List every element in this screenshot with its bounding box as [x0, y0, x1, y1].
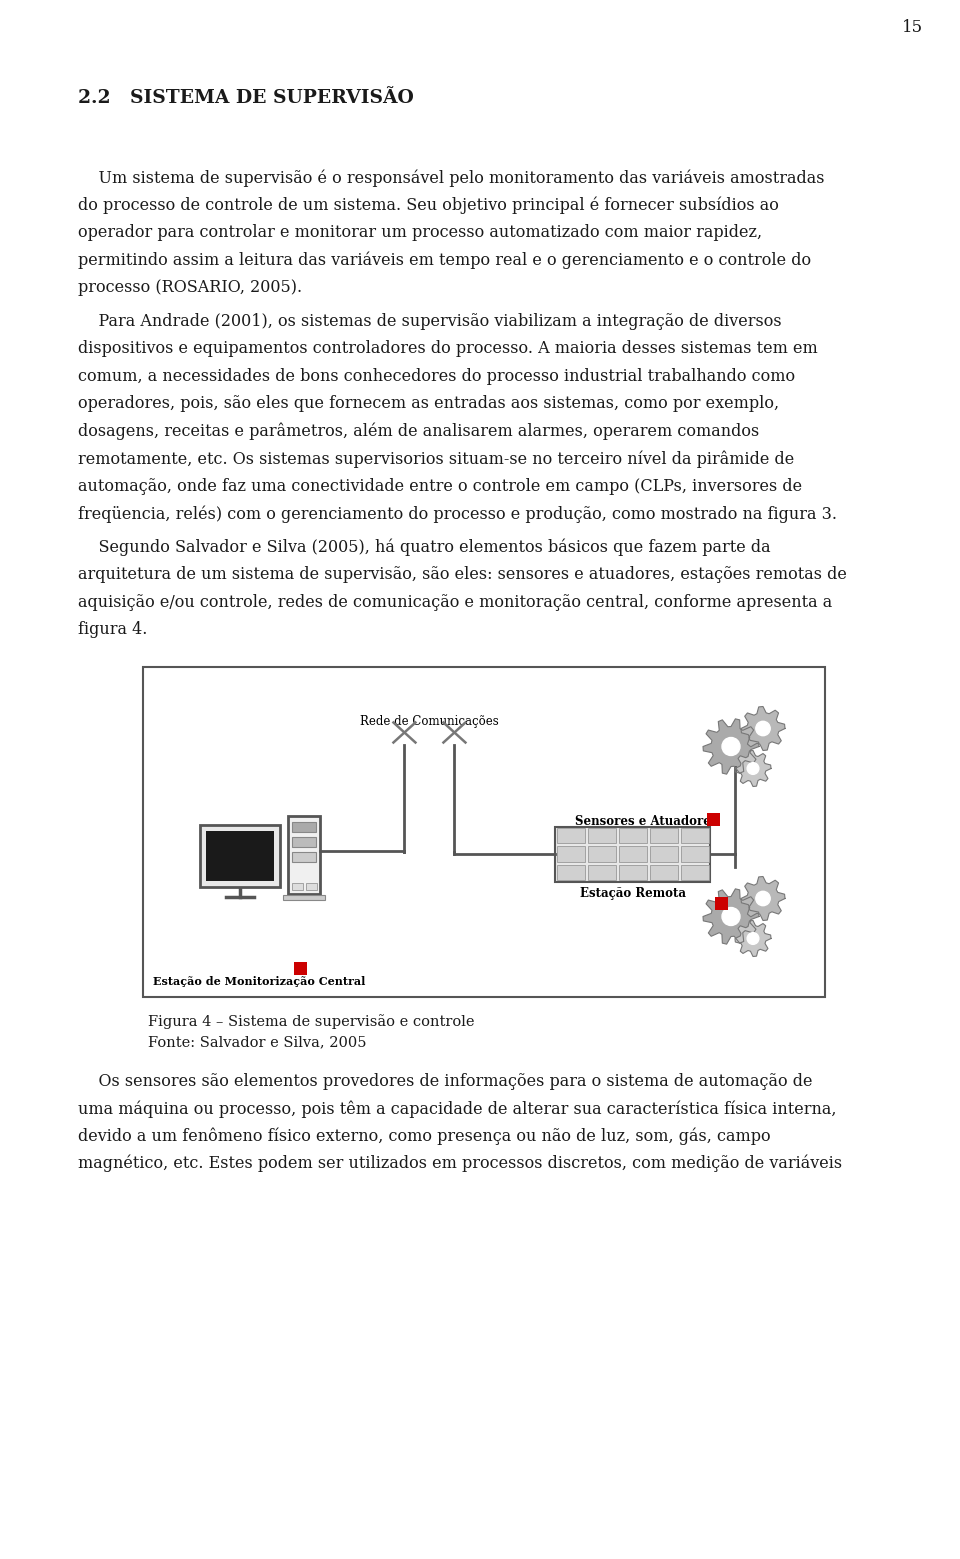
Bar [292, 851, 316, 862]
Bar [650, 847, 678, 862]
Text: devido a um fenômeno físico externo, como presença ou não de luz, som, gás, camp: devido a um fenômeno físico externo, com… [78, 1127, 771, 1144]
Bar [306, 882, 317, 890]
Text: Os sensores são elementos provedores de informações para o sistema de automação : Os sensores são elementos provedores de … [78, 1073, 812, 1090]
Circle shape [722, 907, 740, 926]
Bar [588, 828, 615, 843]
Bar [588, 847, 615, 862]
Text: aquisição e/ou controle, redes de comunicação e monitoração central, conforme ap: aquisição e/ou controle, redes de comuni… [78, 594, 832, 611]
Bar [292, 882, 303, 890]
Text: operadores, pois, são eles que fornecem as entradas aos sistemas, como por exemp: operadores, pois, são eles que fornecem … [78, 394, 780, 412]
Text: freqüencia, relés) com o gerenciamento do processo e produção, como mostrado na : freqüencia, relés) com o gerenciamento d… [78, 505, 837, 522]
Polygon shape [735, 750, 771, 786]
Bar [650, 828, 678, 843]
Text: dispositivos e equipamentos controladores do processo. A maioria desses sistemas: dispositivos e equipamentos controladore… [78, 340, 818, 357]
Text: comum, a necessidades de bons conhecedores do processo industrial trabalhando co: comum, a necessidades de bons conhecedor… [78, 368, 795, 385]
Text: arquitetura de um sistema de supervisão, são eles: sensores e atuadores, estaçõe: arquitetura de um sistema de supervisão,… [78, 566, 847, 583]
Text: Para Andrade (2001), os sistemas de supervisão viabilizam a integração de divers: Para Andrade (2001), os sistemas de supe… [78, 312, 781, 329]
Circle shape [756, 722, 770, 736]
Circle shape [747, 932, 758, 945]
Text: remotamente, etc. Os sistemas supervisorios situam-se no terceiro nível da pirâm: remotamente, etc. Os sistemas supervisor… [78, 451, 794, 468]
Bar [143, 667, 825, 996]
Text: permitindo assim a leitura das variáveis em tempo real e o gerenciamento e o con: permitindo assim a leitura das variáveis… [78, 251, 811, 270]
Text: magnético, etc. Estes podem ser utilizados em processos discretos, com medição d: magnético, etc. Estes podem ser utilizad… [78, 1155, 842, 1172]
Text: 2.2   SISTEMA DE SUPERVISÃO: 2.2 SISTEMA DE SUPERVISÃO [78, 89, 414, 108]
Bar [618, 865, 646, 879]
Text: Segundo Salvador e Silva (2005), há quatro elementos básicos que fazem parte da: Segundo Salvador e Silva (2005), há quat… [78, 538, 771, 557]
Bar [618, 828, 646, 843]
Bar [707, 812, 720, 826]
Text: Figura 4 – Sistema de supervisão e controle: Figura 4 – Sistema de supervisão e contr… [148, 1015, 474, 1029]
Bar [588, 865, 615, 879]
Polygon shape [703, 719, 759, 775]
Text: Estação de Monitorização Central: Estação de Monitorização Central [153, 976, 366, 987]
Text: dosagens, receitas e parâmetros, além de analisarem alarmes, operarem comandos: dosagens, receitas e parâmetros, além de… [78, 422, 759, 440]
Text: Um sistema de supervisão é o responsável pelo monitoramento das variáveis amostr: Um sistema de supervisão é o responsável… [78, 168, 825, 187]
Bar [681, 828, 708, 843]
Text: Sensores e Atuadores: Sensores e Atuadores [575, 814, 717, 828]
Circle shape [747, 762, 758, 775]
Bar [294, 962, 307, 974]
Text: uma máquina ou processo, pois têm a capacidade de alterar sua característica fís: uma máquina ou processo, pois têm a capa… [78, 1101, 836, 1118]
Bar [206, 831, 274, 881]
Bar [557, 847, 585, 862]
Polygon shape [741, 876, 785, 920]
Bar [283, 895, 325, 900]
Text: figura 4.: figura 4. [78, 620, 148, 638]
Text: operador para controlar e monitorar um processo automatizado com maior rapidez,: operador para controlar e monitorar um p… [78, 224, 762, 242]
Polygon shape [741, 706, 785, 750]
Bar [288, 815, 320, 893]
Bar [292, 822, 316, 831]
Bar [292, 837, 316, 847]
Text: do processo de controle de um sistema. Seu objetivo principal é fornecer subsídi: do processo de controle de um sistema. S… [78, 196, 779, 214]
Text: Estação Remota: Estação Remota [580, 887, 685, 900]
Bar [557, 828, 585, 843]
Text: 15: 15 [901, 19, 923, 36]
Circle shape [756, 892, 770, 906]
Bar [557, 865, 585, 879]
Text: Fonte: Salvador e Silva, 2005: Fonte: Salvador e Silva, 2005 [148, 1035, 367, 1049]
Polygon shape [735, 920, 771, 957]
Bar [618, 847, 646, 862]
Polygon shape [703, 889, 759, 945]
Bar [715, 896, 728, 909]
Text: automação, onde faz uma conectividade entre o controle em campo (CLPs, inversore: automação, onde faz uma conectividade en… [78, 477, 803, 494]
Bar [555, 826, 710, 881]
Text: processo (ROSARIO, 2005).: processo (ROSARIO, 2005). [78, 279, 302, 296]
Text: Rede de Comunicações: Rede de Comunicações [360, 714, 499, 728]
Circle shape [722, 737, 740, 756]
Bar [681, 847, 708, 862]
Bar [681, 865, 708, 879]
Bar [650, 865, 678, 879]
Bar [200, 825, 280, 887]
